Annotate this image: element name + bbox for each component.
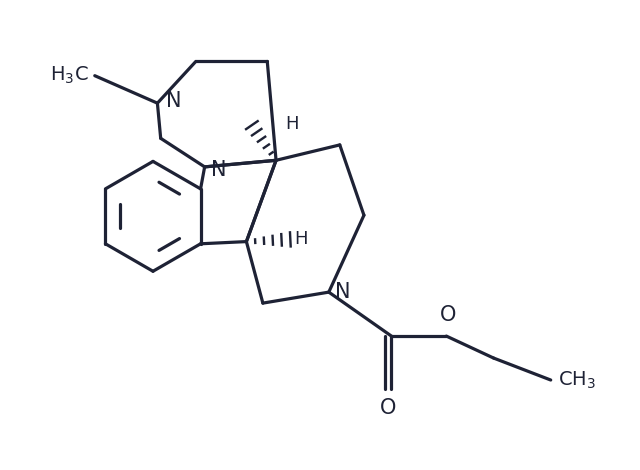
Text: H: H <box>285 115 298 133</box>
Text: O: O <box>440 305 457 325</box>
Text: N: N <box>335 282 351 302</box>
Text: N: N <box>166 91 182 111</box>
Text: O: O <box>380 398 396 418</box>
Text: H$_3$C: H$_3$C <box>49 65 88 86</box>
Text: N: N <box>211 160 227 180</box>
Text: H: H <box>295 230 308 248</box>
Text: CH$_3$: CH$_3$ <box>559 369 596 391</box>
